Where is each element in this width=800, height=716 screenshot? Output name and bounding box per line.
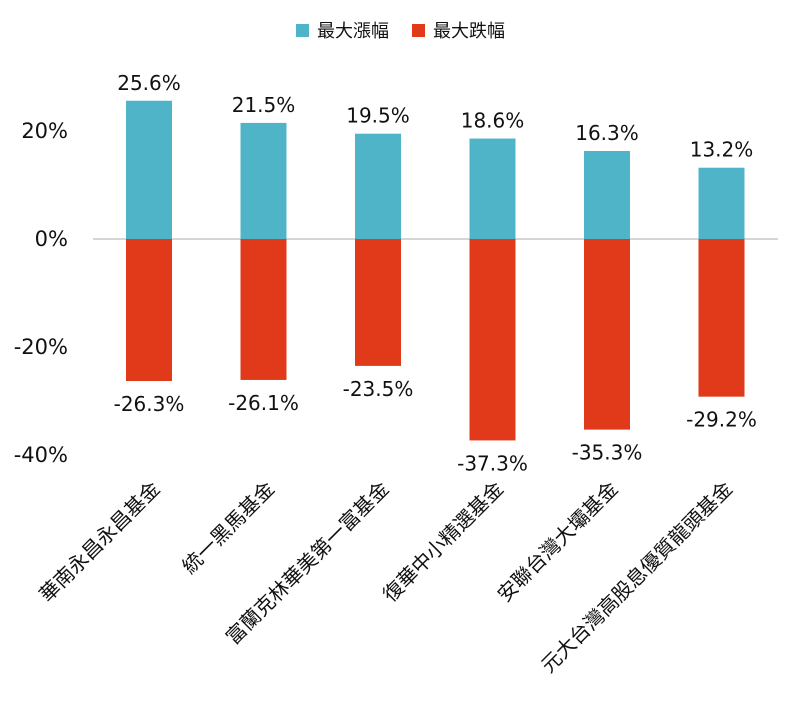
legend: 最大漲幅 最大跌幅 xyxy=(296,21,505,42)
data-label-0-4: 16.3% xyxy=(575,121,639,145)
data-label-0-1: 21.5% xyxy=(232,93,296,117)
legend-swatch-0 xyxy=(296,24,309,37)
data-label-1-5: -29.2% xyxy=(686,408,757,432)
y-tick-label-1: 0% xyxy=(35,227,68,251)
bar-0-5 xyxy=(698,167,745,239)
data-label-0-2: 19.5% xyxy=(346,104,410,128)
data-label-1-2: -23.5% xyxy=(343,377,414,401)
bar-1-3 xyxy=(469,239,516,441)
category-label-4: 安聯台灣大壩基金 xyxy=(492,477,622,607)
bar-0-1 xyxy=(240,122,287,239)
category-label-1: 統一黑馬基金 xyxy=(177,477,279,579)
category-label-3: 復華中小精選基金 xyxy=(378,477,508,607)
bar-0-0 xyxy=(126,100,172,239)
data-label-1-3: -37.3% xyxy=(457,451,528,475)
y-tick-label-2: -20% xyxy=(14,335,68,359)
bars xyxy=(126,100,745,441)
category-label-5: 元大台灣高股息優質龍頭基金 xyxy=(536,477,737,678)
category-labels: 華南永昌永昌基金 統一黑馬基金富蘭克林華美第一富基金復華中小精選基金安聯台灣大壩基… xyxy=(34,477,737,678)
data-labels: 25.6% 21.5% 19.5% 18.6% 16.3% 13.2% -26.3% -26.… xyxy=(114,71,757,476)
y-axis: 20% 0% -20% -40% xyxy=(14,119,778,467)
bar-1-4 xyxy=(584,239,630,430)
legend-label-0: 最大漲幅 xyxy=(317,21,389,42)
bar-0-4 xyxy=(584,150,630,239)
bar-1-2 xyxy=(355,239,401,366)
bar-1-0 xyxy=(126,239,172,382)
legend-swatch-1 xyxy=(412,24,425,37)
data-label-0-3: 18.6% xyxy=(461,109,525,133)
bar-0-2 xyxy=(355,133,401,239)
bar-1-1 xyxy=(240,239,287,380)
data-label-1-1: -26.1% xyxy=(228,391,299,415)
data-label-0-0: 25.6% xyxy=(117,71,181,95)
y-tick-label-3: -40% xyxy=(14,443,68,467)
data-label-0-5: 13.2% xyxy=(690,138,754,162)
bar-1-5 xyxy=(698,239,745,397)
data-label-1-0: -26.3% xyxy=(114,392,185,416)
category-label-0: 華南永昌永昌基金 xyxy=(34,477,164,607)
bar-0-3 xyxy=(469,138,516,239)
y-tick-label-0: 20% xyxy=(21,119,68,143)
data-label-1-4: -35.3% xyxy=(572,441,643,465)
legend-label-1: 最大跌幅 xyxy=(433,21,505,42)
